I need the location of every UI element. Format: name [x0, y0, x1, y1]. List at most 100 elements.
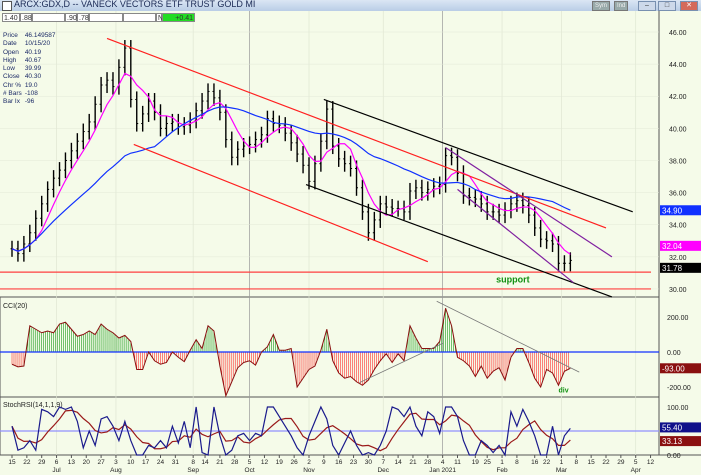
x-tick-label: 15: [8, 459, 16, 466]
toolbar-field[interactable]: .78: [77, 13, 89, 22]
x-month-label: Sep: [187, 467, 199, 474]
maximize-button[interactable]: □: [658, 1, 676, 11]
info-value: 40.30: [24, 73, 42, 81]
x-tick-label: 26: [291, 459, 299, 466]
x-tick-label: 11: [454, 459, 461, 466]
info-row: High 40.67: [3, 57, 56, 65]
x-tick-label: 15: [588, 459, 596, 466]
price-tick-label: 46.00: [669, 30, 687, 37]
cci-trendline: [436, 300, 580, 373]
x-month-label: Apr: [631, 467, 642, 474]
x-month-label: Jan 2021: [429, 467, 456, 474]
x-tick-label: 31: [172, 459, 180, 466]
info-value: -96: [24, 98, 35, 106]
x-tick-label: 12: [261, 459, 269, 466]
toolbar-field[interactable]: [123, 13, 156, 22]
x-tick-label: 19: [276, 459, 284, 466]
stochrsi-fast-line: [11, 405, 571, 457]
x-tick-label: 27: [97, 459, 105, 466]
sma-long-tag-bg: [660, 205, 701, 216]
toolbar-field[interactable]: .90: [65, 13, 77, 22]
x-tick-label: 21: [409, 459, 417, 466]
toolbar-field[interactable]: [32, 13, 65, 22]
x-tick-label: 13: [68, 459, 76, 466]
x-tick-label: 22: [543, 459, 551, 466]
info-row: Date 10/15/20: [3, 40, 56, 48]
info-panel: Price 46.149587 Date 10/15/20 Open 40.19 Hi…: [3, 32, 56, 107]
info-label: Date: [3, 40, 17, 48]
x-tick-label: 25: [484, 459, 492, 466]
close-button[interactable]: ✕: [680, 1, 698, 11]
price-trendline: [457, 188, 574, 284]
info-row: Open 40.19: [3, 49, 56, 57]
x-tick-label: 22: [23, 459, 31, 466]
x-tick-label: 5: [634, 459, 638, 466]
x-tick-label: 7: [381, 459, 385, 466]
x-month-label: Mar: [556, 467, 568, 474]
info-label: High: [3, 56, 17, 64]
info-label: # Bars: [3, 90, 22, 98]
x-tick-label: 8: [191, 459, 195, 466]
x-tick-label: 8: [515, 459, 519, 466]
cci-tick-label: 0.00: [667, 350, 681, 357]
x-tick-label: 12: [647, 459, 655, 466]
info-label: Open: [3, 48, 19, 56]
price-tick-label: 38.00: [669, 158, 687, 165]
stochrsi-slow-line: [11, 409, 571, 452]
toolbar-field[interactable]: .88: [20, 13, 32, 22]
cci-tag: -93.00: [662, 364, 685, 373]
last-price-tag-bg: [660, 262, 701, 273]
x-month-label: Dec: [377, 467, 389, 474]
x-tick-label: 16: [531, 459, 539, 466]
price-tick-label: 36.00: [669, 191, 687, 198]
stock-chart[interactable]: 46.0044.0042.0040.0038.0036.0034.0032.00…: [0, 11, 701, 475]
stochrsi-panel: [0, 396, 660, 456]
x-tick-label: 23: [350, 459, 358, 466]
cci-line: [11, 308, 571, 398]
stochrsi-slow-tag: 33.13: [662, 437, 683, 446]
toolbar-field[interactable]: N: [156, 13, 164, 22]
x-tick-label: 28: [231, 459, 239, 466]
price-trendline: [323, 98, 633, 213]
info-row: Low 39.99: [3, 65, 56, 73]
info-value: 39.99: [24, 65, 42, 73]
stochrsi-fast-tag: 55.40: [662, 423, 683, 432]
x-tick-label: 4: [441, 459, 445, 466]
x-tick-label: 6: [55, 459, 59, 466]
symbol-button[interactable]: Sym: [592, 1, 610, 11]
info-row: Chr % 19.0: [3, 82, 56, 90]
info-value: 40.19: [24, 48, 42, 56]
toolbar-field[interactable]: 1.40: [2, 13, 20, 22]
info-row: Bar Ix -96: [3, 98, 56, 106]
minimize-button[interactable]: –: [638, 1, 656, 11]
info-row: # Bars -108: [3, 90, 56, 98]
stochrsi-tick-label: 0.00: [667, 453, 681, 460]
price-trendline: [133, 143, 429, 263]
title-bar: ARCX:GDX,D -- VANECK VECTORS ETF TRUST G…: [0, 0, 701, 12]
price-tick-label: 32.00: [669, 255, 687, 262]
x-tick-label: 1: [500, 459, 504, 466]
x-tick-label: 3: [114, 459, 118, 466]
x-tick-label: 20: [83, 459, 91, 466]
price-tick-label: 30.00: [669, 287, 687, 294]
cci-tag-bg: [660, 363, 701, 374]
support-label: support: [496, 275, 530, 285]
stochrsi-slow-tag-bg: [660, 436, 701, 447]
x-tick-label: 22: [602, 459, 610, 466]
x-month-label: Aug: [110, 467, 122, 474]
info-label: Close: [3, 73, 20, 81]
indicator-button[interactable]: Ind: [614, 1, 629, 11]
x-tick-label: 16: [335, 459, 343, 466]
price-tick-label: 44.00: [669, 62, 687, 69]
info-value: 40.67: [24, 56, 42, 64]
x-tick-label: 30: [365, 459, 373, 466]
sma-short-line: [11, 72, 571, 255]
x-tick-label: 8: [574, 459, 578, 466]
change-value: +0.41: [162, 13, 195, 22]
div-label: div: [558, 388, 568, 395]
toolbar-field[interactable]: [89, 13, 123, 22]
x-tick-label: 29: [617, 459, 625, 466]
x-tick-label: 5: [248, 459, 252, 466]
price-trendline: [445, 147, 613, 258]
y-axis-area: [659, 11, 701, 455]
